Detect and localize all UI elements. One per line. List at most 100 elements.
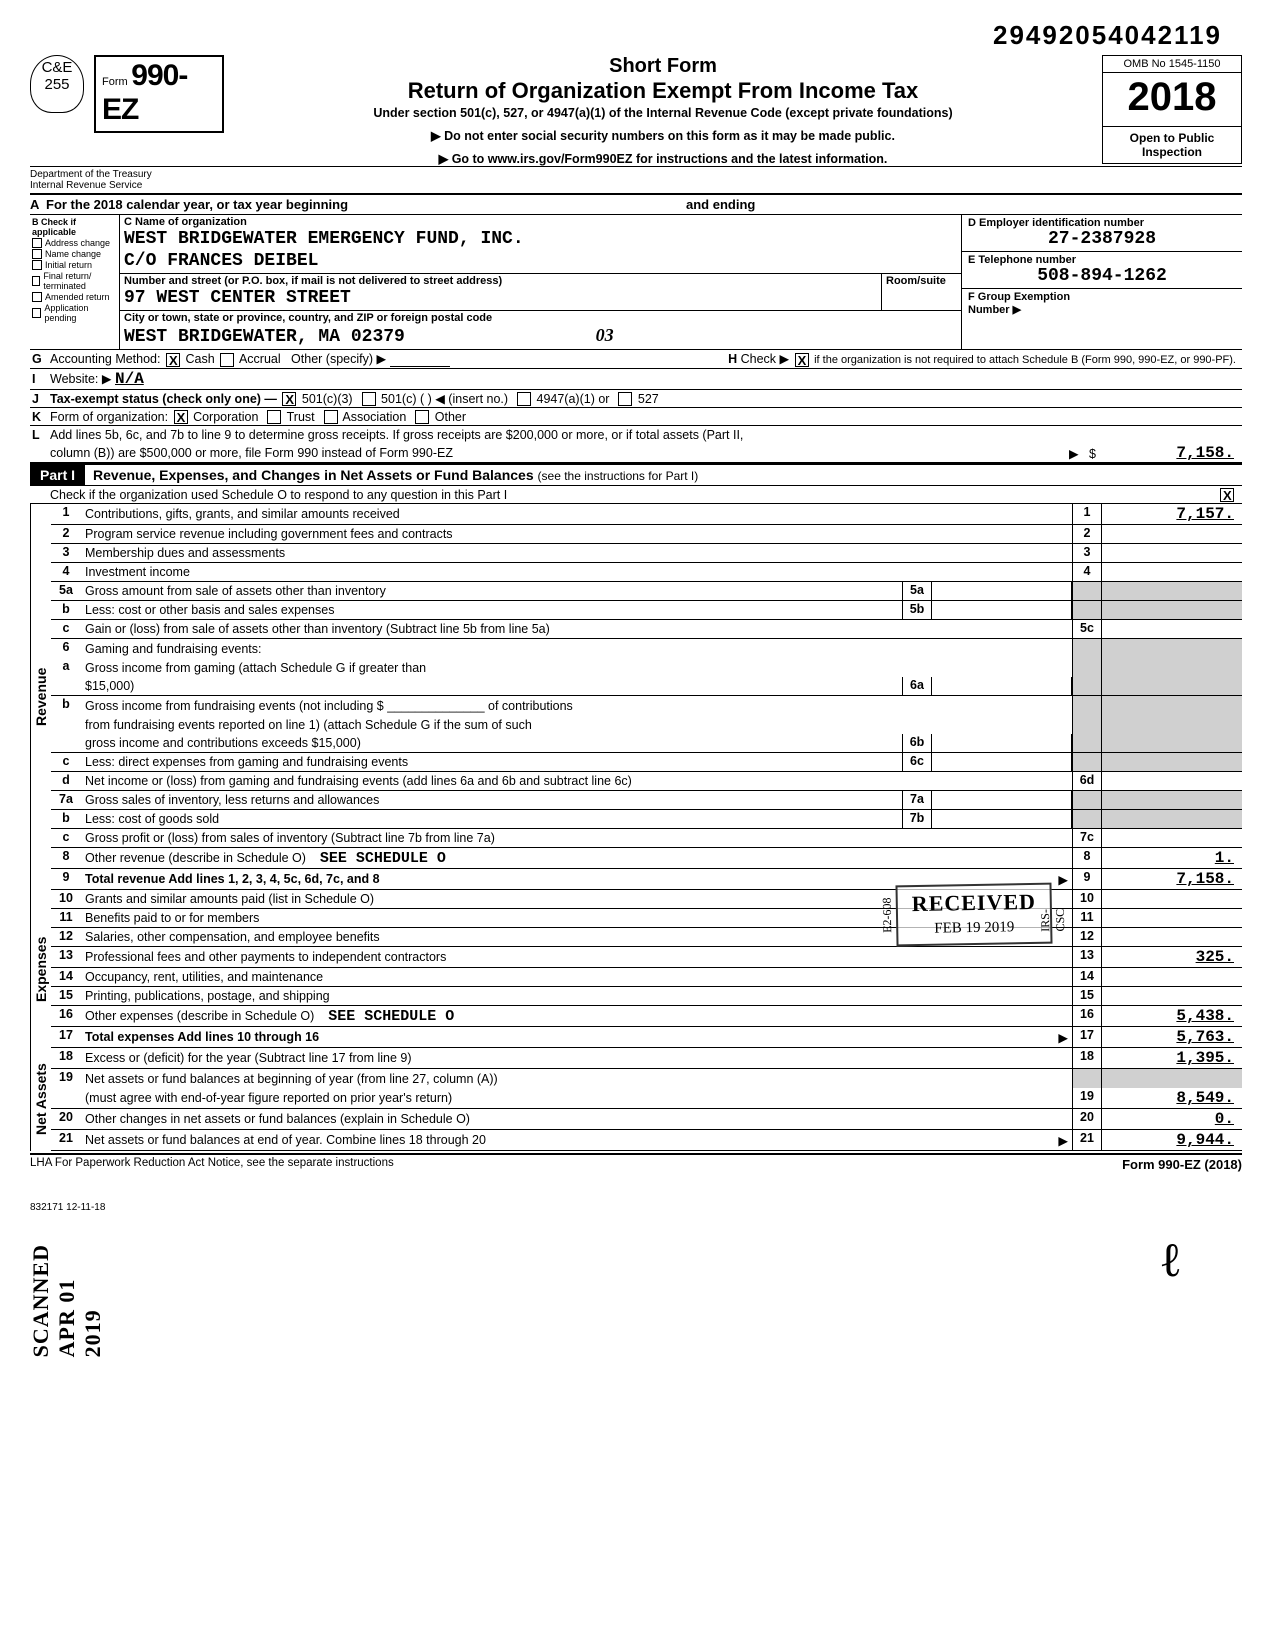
corporation-checkbox[interactable] (174, 410, 188, 424)
room-suite-label: Room/suite (882, 274, 961, 288)
ledger-row: from fundraising events reported on line… (51, 715, 1242, 734)
tax-year-end-label: and ending (686, 197, 755, 212)
dept-line2: Internal Revenue Service (30, 180, 210, 191)
right-col-value (1102, 987, 1242, 1005)
title-instruction-2: Go to www.irs.gov/Form990EZ for instruct… (234, 151, 1092, 166)
right-col-value: 7,157. (1102, 504, 1242, 524)
col-b-label: Address change (45, 238, 110, 248)
right-col-number (1072, 1069, 1102, 1088)
gross-receipts-instruction: Add lines 5b, 6c, and 7b to line 9 to de… (46, 427, 1242, 443)
row-number: 12 (51, 928, 81, 946)
stamp-side-left: E2-608 (880, 898, 896, 934)
checkbox-icon[interactable] (32, 292, 42, 302)
row-number: 4 (51, 563, 81, 581)
4947-checkbox[interactable] (517, 392, 531, 406)
mid-col-value (932, 734, 1072, 752)
ein-value: 27-2387928 (968, 229, 1236, 249)
row-description: Less: cost or other basis and sales expe… (81, 601, 902, 619)
col-b-item: Application pending (32, 303, 117, 323)
ledger-row: 9Total revenue Add lines 1, 2, 3, 4, 5c,… (51, 869, 1242, 890)
ledger-row: 15Printing, publications, postage, and s… (51, 987, 1242, 1006)
right-col-value (1102, 810, 1242, 828)
mid-col-number: 6a (902, 677, 932, 695)
right-col-value (1102, 563, 1242, 581)
title-main: Return of Organization Exempt From Incom… (234, 78, 1092, 104)
row-number: a (51, 658, 81, 677)
checkbox-icon[interactable] (32, 238, 42, 248)
row-description: Excess or (deficit) for the year (Subtra… (81, 1048, 1072, 1068)
right-col-value (1102, 968, 1242, 986)
right-col-value (1102, 544, 1242, 562)
row-number: 3 (51, 544, 81, 562)
501c3-checkbox[interactable] (282, 392, 296, 406)
row-number: c (51, 829, 81, 847)
right-col-number (1072, 582, 1102, 600)
501c-checkbox[interactable] (362, 392, 376, 406)
checkbox-icon[interactable] (32, 276, 40, 286)
org-name: WEST BRIDGEWATER EMERGENCY FUND, INC. (120, 229, 961, 251)
phone-label: E Telephone number (968, 254, 1236, 266)
right-col-value: 5,763. (1102, 1027, 1242, 1047)
initial-mark: ℓ (30, 1233, 1182, 1288)
association-checkbox[interactable] (324, 410, 338, 424)
col-b-label: Amended return (45, 292, 110, 302)
checkbox-icon[interactable] (32, 308, 41, 318)
received-word: RECEIVED (911, 889, 1036, 917)
row-description: Net assets or fund balances at beginning… (81, 1069, 1072, 1088)
right-col-value: 1,395. (1102, 1048, 1242, 1068)
cash-checkbox[interactable] (166, 353, 180, 367)
ledger-row: 18Excess or (deficit) for the year (Subt… (51, 1048, 1242, 1069)
right-col-value (1102, 620, 1242, 638)
row-description: Less: cost of goods sold (81, 810, 902, 828)
part-1-title: Revenue, Expenses, and Changes in Net As… (85, 467, 698, 483)
ledger-row: 19Net assets or fund balances at beginni… (51, 1069, 1242, 1088)
org-name-label: C Name of organization (120, 215, 961, 229)
ledger-row: 20Other changes in net assets or fund ba… (51, 1109, 1242, 1130)
ledger-row: 7aGross sales of inventory, less returns… (51, 791, 1242, 810)
row-description: Gain or (loss) from sale of assets other… (81, 620, 1072, 638)
other-org-checkbox[interactable] (415, 410, 429, 424)
row-description: (must agree with end-of-year figure repo… (81, 1088, 1072, 1108)
col-b-item: Final return/ terminated (32, 271, 117, 291)
checkbox-icon[interactable] (32, 260, 42, 270)
dept-line1: Department of the Treasury (30, 169, 210, 180)
title-subtitle: Under section 501(c), 527, or 4947(a)(1)… (234, 106, 1092, 120)
column-b-checkboxes: B Check if applicable Address changeName… (30, 215, 120, 349)
row-number: 10 (51, 890, 81, 908)
accrual-checkbox[interactable] (220, 353, 234, 367)
row-description: from fundraising events reported on line… (81, 715, 1072, 734)
row-description: Gross income from gaming (attach Schedul… (81, 658, 1072, 677)
mid-col-value (932, 753, 1072, 771)
right-col-number: 21 (1072, 1130, 1102, 1150)
right-col-number: 10 (1072, 890, 1102, 908)
trust-checkbox[interactable] (267, 410, 281, 424)
row-number: 18 (51, 1048, 81, 1068)
schedule-b-checkbox[interactable] (795, 353, 809, 367)
mid-col-number: 7b (902, 810, 932, 828)
omb-number: OMB No 1545-1150 (1102, 55, 1242, 73)
right-col-number: 14 (1072, 968, 1102, 986)
row-number: 14 (51, 968, 81, 986)
527-checkbox[interactable] (618, 392, 632, 406)
schedule-o-checkbox[interactable] (1220, 488, 1234, 502)
ledger-row: 8Other revenue (describe in Schedule O) … (51, 848, 1242, 869)
col-b-label: Application pending (44, 303, 117, 323)
row-number: 15 (51, 987, 81, 1005)
mid-col-number: 5a (902, 582, 932, 600)
right-col-value (1102, 734, 1242, 752)
row-number: 16 (51, 1006, 81, 1026)
bottom-code: 832171 12-11-18 (30, 1202, 1242, 1213)
right-col-value (1102, 909, 1242, 927)
right-col-value: 9,944. (1102, 1130, 1242, 1150)
right-col-value: 8,549. (1102, 1088, 1242, 1108)
row-description: $15,000) (81, 677, 902, 695)
right-col-value (1102, 791, 1242, 809)
ledger-row: 16Other expenses (describe in Schedule O… (51, 1006, 1242, 1027)
right-col-value (1102, 677, 1242, 695)
right-col-value (1102, 772, 1242, 790)
ledger-row: bLess: cost of goods sold7b (51, 810, 1242, 829)
row-number: 5a (51, 582, 81, 600)
col-b-label: Initial return (45, 260, 92, 270)
checkbox-icon[interactable] (32, 249, 42, 259)
row-number: d (51, 772, 81, 790)
